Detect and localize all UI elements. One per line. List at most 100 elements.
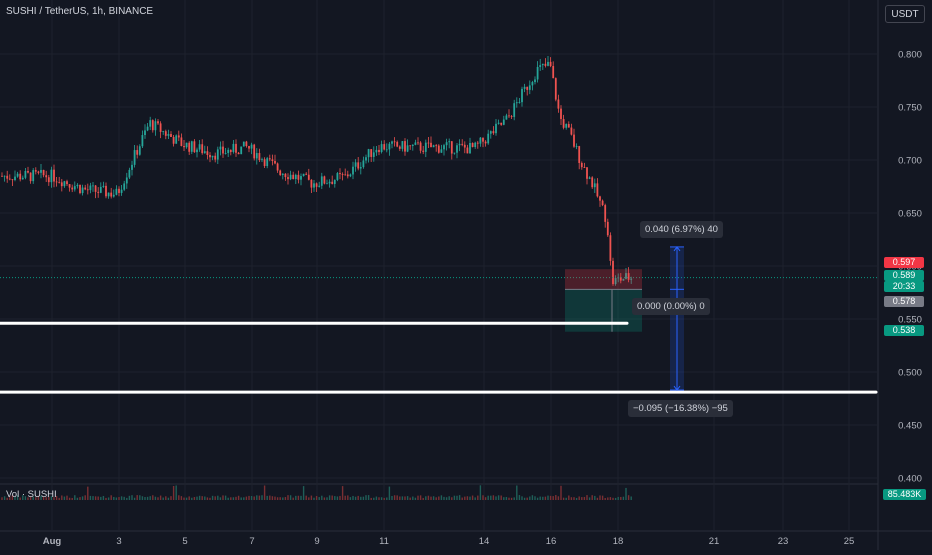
- volume-legend[interactable]: Vol · SUSHI: [6, 489, 57, 500]
- volume-bar: [352, 495, 354, 500]
- candle-body: [42, 169, 45, 176]
- volume-bar: [183, 497, 185, 500]
- candle-body: [593, 183, 596, 188]
- volume-bar: [230, 497, 232, 500]
- candle-body: [497, 122, 500, 124]
- measure-upper-label: 0.040 (6.97%) 40: [640, 221, 723, 238]
- volume-bar: [3, 496, 6, 500]
- volume-bar: [185, 497, 188, 500]
- volume-bar: [211, 495, 214, 500]
- candle-body: [237, 152, 240, 155]
- candle-body: [365, 157, 367, 161]
- candle-body: [253, 144, 256, 159]
- volume-bar: [601, 495, 604, 500]
- candle-body: [531, 82, 534, 86]
- candle-body: [544, 63, 547, 66]
- candle-body: [136, 150, 139, 155]
- candle-body: [357, 162, 360, 169]
- volume-bar: [474, 497, 476, 500]
- volume-bar: [513, 497, 515, 500]
- candle-body: [474, 142, 477, 148]
- volume-bar: [14, 496, 16, 500]
- position-risk-zone[interactable]: [565, 269, 642, 290]
- candle-body: [388, 143, 391, 150]
- position-reward-zone[interactable]: [565, 289, 642, 332]
- candle-body: [146, 126, 149, 131]
- currency-selector[interactable]: USDT: [885, 5, 925, 23]
- x-tick-label: 16: [546, 536, 557, 547]
- volume-bar: [586, 495, 588, 500]
- candle-body: [313, 183, 315, 188]
- volume-bar: [461, 497, 463, 500]
- volume-bar: [331, 495, 333, 500]
- candle-body: [601, 200, 604, 206]
- x-tick-label: 7: [249, 536, 254, 547]
- candle-body: [250, 144, 253, 149]
- candle-body: [323, 176, 326, 184]
- y-tick-label: 0.750: [898, 103, 922, 114]
- candle-body: [167, 134, 170, 136]
- candle-body: [443, 145, 445, 150]
- candle-body: [588, 177, 591, 179]
- volume-bar: [432, 496, 435, 500]
- candle-body: [406, 145, 409, 152]
- volume-bar: [269, 495, 271, 500]
- volume-bar: [365, 495, 367, 500]
- candle-body: [346, 174, 349, 177]
- candle-body: [180, 137, 183, 146]
- volume-bar: [27, 497, 29, 500]
- symbol-legend[interactable]: SUSHI / TetherUS, 1h, BINANCE: [6, 6, 154, 17]
- candle-body: [552, 66, 555, 79]
- candle-body: [573, 134, 575, 147]
- volume-bar: [235, 496, 237, 500]
- candle-body: [359, 167, 362, 169]
- volume-bar: [596, 497, 599, 500]
- volume-bar: [328, 495, 331, 500]
- volume-bar: [243, 497, 245, 500]
- volume-bar: [100, 496, 102, 500]
- candle-body: [97, 191, 100, 193]
- volume-bar: [172, 485, 175, 500]
- volume-bar: [219, 497, 222, 500]
- candle-body: [315, 183, 318, 187]
- volume-bar: [63, 496, 66, 500]
- volume-bar: [266, 495, 268, 500]
- volume-bar: [170, 496, 172, 500]
- y-tick-label: 0.450: [898, 421, 922, 432]
- candle-body: [557, 99, 560, 109]
- candle-body: [149, 120, 152, 127]
- candle-body: [138, 146, 141, 155]
- volume-bar: [261, 495, 263, 500]
- candle-body: [92, 185, 94, 187]
- candle-body: [378, 149, 380, 153]
- volume-bar: [22, 495, 24, 500]
- volume-bar: [575, 497, 578, 500]
- candle-body: [198, 144, 201, 150]
- volume-bar: [560, 485, 562, 500]
- volume-bar: [547, 495, 549, 500]
- volume-bar: [206, 497, 209, 500]
- candle-body: [216, 149, 219, 160]
- volume-bar: [248, 495, 250, 500]
- volume-bar: [448, 496, 450, 500]
- candle-body: [266, 158, 269, 167]
- candle-body: [242, 141, 245, 147]
- candle-body: [333, 179, 336, 184]
- candle-body: [102, 185, 105, 187]
- candle-body: [609, 235, 612, 261]
- candle-body: [414, 142, 417, 145]
- candle-body: [281, 173, 284, 175]
- volume-bar: [508, 497, 510, 500]
- volume-bar: [279, 497, 281, 500]
- volume-bar: [388, 486, 391, 500]
- volume-bar: [490, 495, 492, 500]
- volume-bar: [471, 495, 474, 500]
- volume-bar: [500, 495, 502, 500]
- candle-body: [482, 137, 484, 142]
- candle-body: [292, 174, 295, 180]
- volume-bar: [74, 495, 76, 500]
- candle-body: [287, 177, 289, 180]
- candle-body: [471, 143, 474, 148]
